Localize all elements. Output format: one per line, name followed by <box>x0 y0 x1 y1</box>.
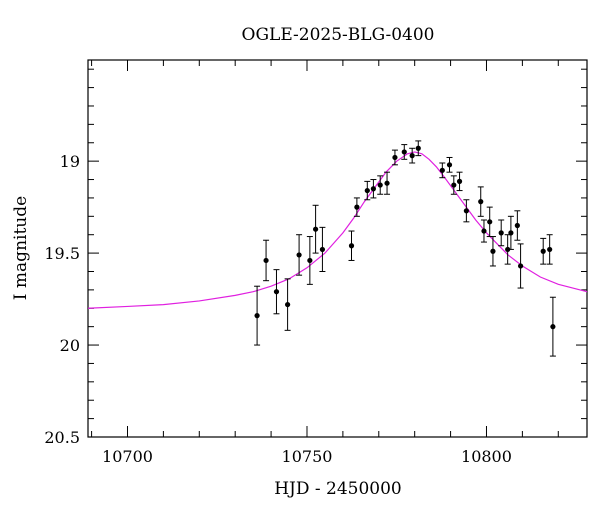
data-marker <box>456 178 463 184</box>
data-point <box>415 140 422 157</box>
data-point <box>446 156 453 173</box>
x-axis-ticks <box>91 60 559 437</box>
data-marker <box>550 324 556 330</box>
data-marker <box>451 182 457 188</box>
data-point <box>489 236 496 267</box>
y-axis-label: I magnitude <box>11 196 31 300</box>
data-point <box>477 186 484 217</box>
data-point <box>391 149 398 166</box>
data-point <box>296 234 303 276</box>
data-points <box>254 140 556 357</box>
data-marker <box>540 248 546 254</box>
data-point <box>312 204 319 254</box>
data-point <box>364 180 371 201</box>
x-axis-tick-labels: 10700 10750 10800 <box>102 447 512 466</box>
data-point <box>450 175 457 195</box>
x-tick-label: 10750 <box>282 447 333 466</box>
data-marker <box>490 248 496 254</box>
data-marker <box>313 226 319 232</box>
data-marker <box>505 246 511 253</box>
data-point <box>540 237 547 265</box>
data-marker <box>254 313 260 319</box>
y-tick-label: 19 <box>60 152 80 171</box>
data-point <box>498 219 505 247</box>
data-marker <box>377 182 383 188</box>
data-point <box>409 147 416 164</box>
data-marker <box>487 219 493 225</box>
data-marker <box>307 257 313 264</box>
data-marker <box>517 263 524 269</box>
data-point <box>549 296 556 357</box>
data-marker <box>409 153 415 159</box>
data-point <box>439 162 446 179</box>
data-point <box>514 210 521 241</box>
data-point <box>273 269 280 315</box>
data-marker <box>498 230 504 236</box>
data-point <box>401 144 408 160</box>
data-point <box>348 230 355 261</box>
data-marker <box>285 301 291 308</box>
data-marker <box>478 199 484 205</box>
chart-title: OGLE-2025-BLG-0400 <box>242 25 435 45</box>
data-marker <box>348 243 355 249</box>
data-marker <box>364 187 370 194</box>
data-point <box>517 243 524 289</box>
data-marker <box>384 180 390 186</box>
model-curve <box>87 151 588 309</box>
x-tick-label: 10700 <box>102 447 153 466</box>
data-marker <box>354 204 360 210</box>
data-point <box>306 236 313 285</box>
data-marker <box>415 145 421 151</box>
data-marker <box>481 228 487 234</box>
data-point <box>254 285 261 346</box>
x-axis-label: HJD - 2450000 <box>274 479 402 499</box>
data-point <box>507 215 514 250</box>
plot-frame <box>87 59 588 438</box>
data-point <box>546 234 553 265</box>
data-point <box>486 206 493 238</box>
y-tick-label: 19.5 <box>44 244 80 263</box>
data-point <box>284 278 291 331</box>
data-marker <box>446 162 453 168</box>
data-marker <box>319 246 326 253</box>
y-tick-label: 20 <box>60 336 80 355</box>
data-point <box>377 175 384 195</box>
data-marker <box>296 252 302 258</box>
data-point <box>456 171 463 192</box>
data-point <box>463 199 470 223</box>
data-marker <box>508 230 514 236</box>
data-point <box>370 179 377 199</box>
data-marker <box>547 246 553 253</box>
data-marker <box>439 167 445 173</box>
data-point <box>319 226 326 272</box>
x-tick-label: 10800 <box>461 447 512 466</box>
y-axis-tick-labels: 19 19.5 20 20.5 <box>44 152 80 447</box>
data-point <box>353 197 360 217</box>
y-tick-label: 20.5 <box>44 428 80 447</box>
data-marker <box>263 257 269 264</box>
data-marker <box>514 222 520 229</box>
data-point <box>263 239 270 282</box>
y-axis-ticks <box>88 68 587 438</box>
data-marker <box>392 154 398 161</box>
data-marker <box>401 149 407 155</box>
data-marker <box>273 289 280 295</box>
data-marker <box>370 186 376 192</box>
data-marker <box>463 208 469 214</box>
data-point <box>480 219 487 243</box>
data-point <box>384 171 391 195</box>
